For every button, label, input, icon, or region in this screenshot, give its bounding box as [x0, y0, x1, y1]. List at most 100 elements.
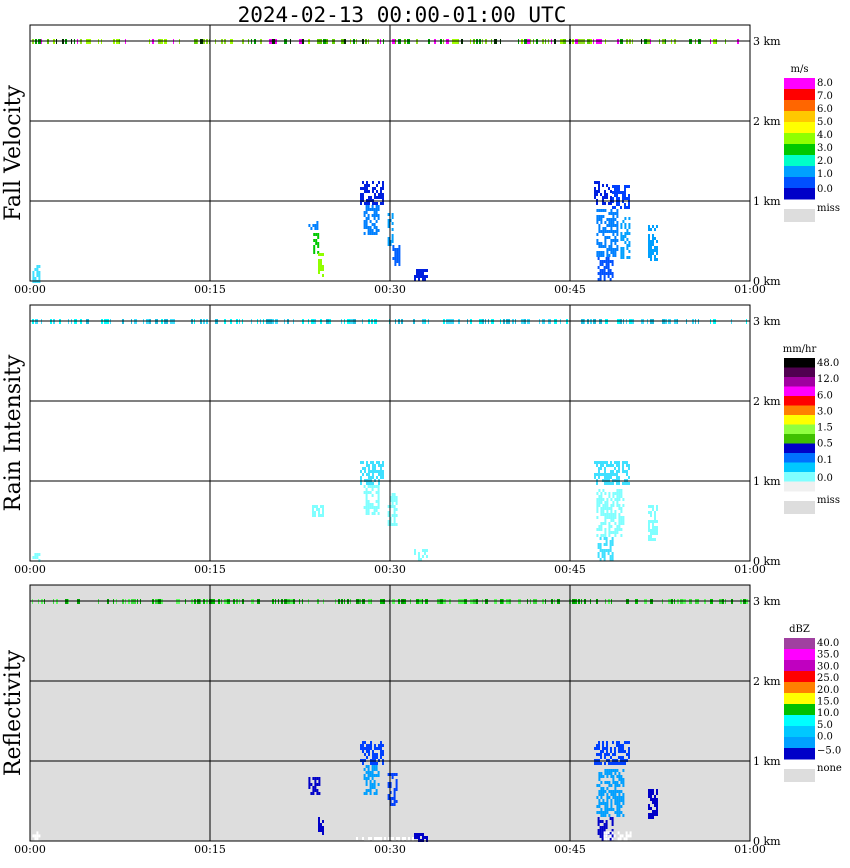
echo-cell	[391, 499, 394, 502]
echo-cell	[609, 832, 612, 835]
echo-cell	[618, 461, 620, 464]
echo-cell	[373, 217, 376, 220]
echo-cell	[426, 555, 428, 558]
echo-cell	[618, 796, 621, 799]
echo-cell	[624, 235, 627, 238]
colorbar-swatch	[784, 386, 815, 397]
echo-cell	[318, 514, 320, 517]
echo-cell	[622, 191, 624, 194]
echo-cell	[618, 805, 621, 808]
echo-cell	[367, 509, 370, 512]
echo-cell	[365, 789, 368, 792]
echo-cell	[612, 230, 615, 233]
echo-cell	[377, 494, 380, 497]
echo-cell	[614, 787, 617, 790]
height-tick-label: 0 km	[753, 275, 781, 288]
echo-cell	[398, 251, 401, 254]
colorbar-swatch	[784, 188, 815, 200]
echo-cell	[317, 236, 320, 239]
y-axis-label: Rain Intensity	[1, 354, 26, 511]
echo-cell	[607, 260, 610, 263]
echo-cell	[373, 786, 376, 789]
echo-cell	[620, 247, 623, 250]
echo-cell	[382, 202, 384, 205]
echo-cell	[650, 258, 652, 261]
echo-cell	[36, 837, 39, 841]
echo-cell	[369, 506, 372, 509]
echo-cell	[620, 191, 622, 194]
echo-cell	[367, 214, 370, 217]
echo-cell	[360, 482, 362, 485]
echo-cell	[609, 838, 612, 841]
echo-cell	[598, 753, 600, 756]
echo-cell	[596, 218, 599, 221]
echo-cell	[598, 476, 600, 479]
echo-cell	[616, 227, 619, 230]
echo-cell	[365, 226, 368, 229]
echo-cell	[310, 792, 313, 795]
echo-cell	[373, 223, 376, 226]
echo-cell	[606, 251, 609, 254]
echo-cell	[611, 272, 614, 275]
echo-cell	[614, 224, 617, 227]
echo-cell	[610, 251, 613, 254]
echo-cell	[616, 814, 619, 817]
echo-cell	[618, 495, 621, 498]
colorbar-swatch	[784, 660, 815, 672]
echo-cell	[625, 834, 628, 838]
echo-cell	[596, 507, 599, 510]
echo-cell	[395, 496, 398, 499]
echo-cell	[606, 787, 609, 790]
echo-cell	[616, 476, 618, 479]
echo-cell	[374, 756, 376, 759]
echo-cell	[606, 781, 609, 784]
echo-cell	[371, 765, 374, 768]
echo-cell	[314, 505, 316, 508]
echo-cell	[622, 482, 624, 485]
echo-cell	[622, 522, 625, 525]
echo-cell	[600, 495, 603, 498]
echo-cell	[380, 753, 382, 756]
echo-cell	[313, 251, 316, 254]
echo-cell	[648, 789, 650, 792]
echo-cell	[389, 773, 392, 776]
echo-cell	[366, 187, 368, 190]
echo-cell	[391, 773, 394, 776]
echo-cell	[610, 772, 613, 775]
echo-cell	[373, 211, 376, 214]
echo-cell	[393, 496, 396, 499]
echo-cell	[375, 232, 378, 235]
echo-cell	[316, 789, 319, 792]
echo-cell	[648, 523, 650, 526]
echo-cell	[600, 750, 602, 753]
echo-cell	[416, 833, 418, 836]
echo-cell	[371, 208, 374, 211]
echo-cell	[616, 811, 619, 814]
echo-cell	[612, 753, 614, 756]
echo-cell	[626, 482, 628, 485]
echo-cell	[606, 254, 609, 257]
echo-cell	[378, 461, 380, 464]
echo-cell	[313, 239, 316, 242]
echo-cell	[628, 197, 630, 200]
echo-cell	[373, 214, 376, 217]
echo-cell	[370, 747, 372, 750]
echo-cell	[368, 196, 370, 199]
echo-cell	[374, 837, 376, 840]
echo-cell	[316, 777, 319, 780]
echo-cell	[611, 829, 614, 832]
echo-cell	[377, 500, 380, 503]
echo-cell	[606, 744, 608, 747]
echo-cell	[617, 840, 620, 844]
echo-cell	[374, 467, 376, 470]
echo-cell	[367, 512, 370, 515]
echo-cell	[603, 834, 606, 838]
echo-cell	[608, 769, 611, 772]
echo-cell	[648, 538, 650, 541]
echo-cell	[628, 217, 631, 220]
echo-cell	[600, 501, 603, 504]
echo-cell	[426, 549, 428, 552]
echo-cell	[600, 756, 602, 759]
echo-cell	[602, 473, 604, 476]
echo-cell	[391, 502, 394, 505]
